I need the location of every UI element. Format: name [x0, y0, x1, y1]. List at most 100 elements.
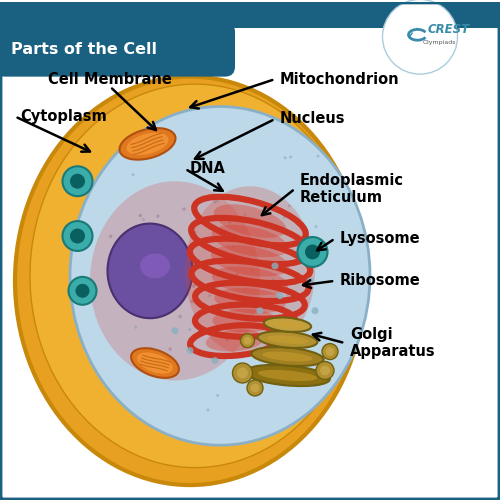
Circle shape [228, 355, 232, 358]
Circle shape [138, 313, 140, 316]
Ellipse shape [214, 288, 286, 314]
Circle shape [314, 225, 318, 228]
Ellipse shape [258, 332, 318, 348]
Ellipse shape [258, 370, 317, 381]
Circle shape [276, 292, 283, 300]
Text: Mitochondrion: Mitochondrion [280, 72, 400, 86]
Circle shape [235, 273, 238, 276]
Ellipse shape [15, 76, 365, 485]
Circle shape [109, 234, 112, 238]
Text: Nucleus: Nucleus [280, 112, 345, 126]
Circle shape [232, 246, 235, 248]
Circle shape [226, 338, 229, 341]
Circle shape [70, 174, 85, 188]
Circle shape [256, 373, 258, 376]
Ellipse shape [137, 352, 173, 374]
Circle shape [322, 344, 338, 359]
Circle shape [192, 284, 196, 288]
Ellipse shape [70, 106, 370, 445]
Text: Ribosome: Ribosome [340, 274, 421, 288]
Circle shape [125, 296, 128, 299]
Circle shape [213, 200, 216, 203]
Circle shape [127, 280, 130, 284]
Circle shape [168, 348, 172, 351]
Circle shape [149, 347, 152, 350]
Circle shape [284, 156, 286, 160]
Text: CREST: CREST [428, 23, 470, 36]
Circle shape [283, 216, 286, 219]
Text: Endoplasmic
Reticulum: Endoplasmic Reticulum [300, 172, 404, 205]
Ellipse shape [264, 318, 311, 332]
Circle shape [244, 337, 252, 344]
Circle shape [156, 298, 160, 300]
Circle shape [62, 221, 92, 251]
Circle shape [292, 374, 295, 376]
Circle shape [142, 218, 145, 221]
Circle shape [316, 154, 320, 158]
Circle shape [178, 315, 182, 318]
Circle shape [186, 347, 194, 354]
Circle shape [256, 307, 264, 314]
Circle shape [128, 286, 132, 290]
Circle shape [212, 357, 218, 364]
Circle shape [153, 232, 156, 234]
Circle shape [316, 362, 334, 380]
Circle shape [150, 282, 154, 286]
Ellipse shape [212, 225, 288, 257]
Circle shape [156, 214, 160, 218]
Ellipse shape [212, 266, 288, 295]
Circle shape [188, 328, 192, 331]
Circle shape [250, 268, 254, 271]
FancyBboxPatch shape [0, 22, 235, 76]
Circle shape [150, 225, 153, 228]
Circle shape [247, 380, 263, 396]
Ellipse shape [206, 330, 264, 351]
Ellipse shape [108, 224, 192, 318]
Circle shape [301, 228, 304, 230]
Circle shape [172, 327, 178, 334]
Bar [0, 2, 500, 28]
Ellipse shape [212, 309, 278, 332]
Circle shape [206, 309, 210, 312]
Circle shape [293, 282, 296, 285]
Circle shape [283, 268, 286, 272]
Circle shape [182, 208, 186, 211]
Text: DNA: DNA [190, 162, 226, 176]
Circle shape [185, 284, 188, 288]
Circle shape [134, 326, 137, 329]
Circle shape [232, 363, 252, 383]
Circle shape [206, 408, 210, 412]
Circle shape [216, 394, 219, 397]
Circle shape [160, 244, 163, 247]
Circle shape [228, 222, 232, 224]
Circle shape [138, 214, 142, 218]
Circle shape [124, 240, 127, 244]
Circle shape [162, 302, 165, 306]
Circle shape [208, 294, 211, 297]
Circle shape [282, 347, 288, 354]
Circle shape [272, 278, 275, 281]
Circle shape [320, 366, 330, 376]
Text: Lysosome: Lysosome [340, 231, 420, 246]
Circle shape [272, 262, 278, 270]
Circle shape [70, 228, 85, 244]
Circle shape [194, 230, 197, 234]
Circle shape [172, 239, 175, 242]
Circle shape [216, 200, 218, 202]
Circle shape [240, 334, 254, 347]
Ellipse shape [131, 348, 179, 378]
Circle shape [289, 156, 292, 158]
Text: Golgi
Apparatus: Golgi Apparatus [350, 327, 436, 360]
Ellipse shape [271, 321, 304, 328]
Ellipse shape [185, 186, 315, 356]
Ellipse shape [245, 365, 330, 386]
Circle shape [305, 244, 320, 260]
Circle shape [162, 244, 166, 248]
Ellipse shape [252, 347, 324, 366]
Ellipse shape [30, 84, 360, 468]
Circle shape [306, 278, 314, 284]
Circle shape [68, 277, 96, 305]
Circle shape [288, 204, 290, 208]
Ellipse shape [140, 254, 170, 278]
Ellipse shape [211, 245, 289, 276]
